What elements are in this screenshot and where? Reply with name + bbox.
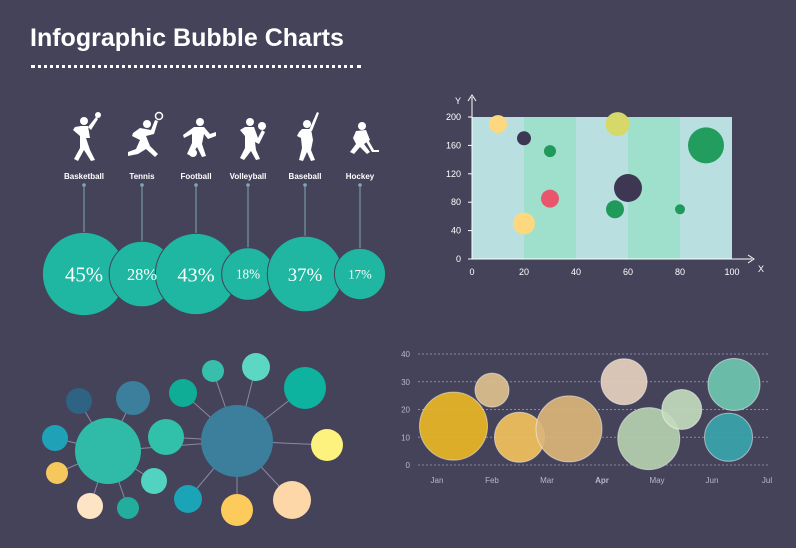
plot-band (472, 117, 524, 259)
network-bubble (42, 425, 68, 451)
sport-label-football: Football (180, 172, 211, 181)
value-label-baseball: 37% (288, 265, 323, 286)
x-axis-title: X (758, 264, 764, 274)
sport-label-tennis: Tennis (129, 172, 155, 181)
baseball-icon (297, 112, 319, 161)
tennis-icon (127, 111, 164, 158)
network-bubble (116, 381, 150, 415)
month-label-apr: Apr (595, 476, 609, 485)
connector-dot (140, 183, 144, 187)
y-tick-label: 30 (401, 378, 410, 387)
x-tick-label: 40 (571, 267, 581, 277)
network-bubble (311, 429, 343, 461)
network-bubble (77, 493, 103, 519)
network-bubble (117, 497, 139, 519)
y-tick-label: 0 (406, 461, 411, 470)
monthly-bubble (704, 412, 753, 462)
connector-dot (194, 183, 198, 187)
y-axis-title: Y (455, 96, 461, 106)
football-icon (183, 118, 216, 157)
monthly-bubble (600, 358, 648, 406)
connector-dot (246, 183, 250, 187)
monthly-bubble (661, 389, 703, 430)
scatter-bubble (614, 174, 642, 202)
month-label-feb: Feb (485, 476, 499, 485)
scatter-bubble (517, 131, 531, 146)
network-bubble (202, 360, 224, 382)
x-axis-arrow (747, 254, 755, 264)
y-tick-label: 40 (451, 226, 461, 236)
monthly-bubble (535, 395, 603, 463)
y-tick-label: 160 (446, 140, 461, 150)
monthly-bubble-chart: 0 10 20 30 40 Jan Feb Mar Apr May Jun Jul (401, 350, 772, 485)
title-divider (31, 65, 361, 68)
network-bubble (284, 367, 326, 409)
y-tick-label: 80 (451, 197, 461, 207)
connector-dot (303, 183, 307, 187)
scatter-bubble (675, 204, 685, 215)
network-bubble (273, 481, 311, 519)
scatter-bubble-chart: 0 20 40 60 80 100 0 40 80 120 160 200 X Y (446, 94, 764, 277)
y-tick-label: 200 (446, 112, 461, 122)
x-tick-label: 80 (675, 267, 685, 277)
scatter-bubble (605, 112, 630, 137)
network-bubble (66, 388, 92, 414)
x-tick-label: 100 (724, 267, 739, 277)
scatter-bubble (541, 189, 559, 208)
network-bubble (141, 468, 167, 494)
sports-bubble-chart: Basketball Tennis Football Volleyball Baseba… (41, 111, 387, 317)
network-bubble (174, 485, 202, 513)
network-bubble (221, 494, 253, 526)
month-label-may: May (649, 476, 664, 485)
network-bubble (242, 353, 270, 381)
monthly-bubble (707, 358, 761, 412)
network-bubble (169, 379, 197, 407)
network-bubble-chart (42, 353, 343, 526)
monthly-bubble (617, 407, 681, 471)
scatter-bubble (606, 200, 624, 219)
x-tick-label: 20 (519, 267, 529, 277)
y-tick-label: 0 (456, 254, 461, 264)
network-bubble (148, 419, 184, 455)
plot-band (524, 117, 576, 259)
x-tick-label: 0 (469, 267, 474, 277)
value-label-volleyball: 18% (236, 267, 260, 282)
scatter-bubble (544, 145, 556, 158)
y-axis-arrow (467, 94, 477, 102)
scatter-bubble (688, 127, 724, 164)
hub-bubble (201, 405, 273, 477)
sport-label-basketball: Basketball (64, 172, 104, 181)
month-label-jun: Jun (706, 476, 719, 485)
y-tick-label: 40 (401, 350, 410, 359)
x-tick-label: 60 (623, 267, 633, 277)
sport-label-baseball: Baseball (289, 172, 322, 181)
sport-label-volleyball: Volleyball (230, 172, 267, 181)
value-label-football: 43% (177, 264, 214, 286)
volleyball-icon (240, 118, 266, 160)
y-tick-label: 10 (401, 433, 410, 442)
basketball-icon (73, 112, 101, 161)
monthly-bubble (474, 372, 510, 408)
value-label-tennis: 28% (127, 265, 157, 284)
month-label-jan: Jan (431, 476, 444, 485)
month-label-jul: Jul (762, 476, 772, 485)
network-bubble (46, 462, 68, 484)
month-label-mar: Mar (540, 476, 554, 485)
hockey-icon (350, 122, 379, 154)
connector-dot (82, 183, 86, 187)
scatter-bubble (513, 212, 535, 235)
sport-label-hockey: Hockey (346, 172, 375, 181)
y-tick-label: 20 (401, 406, 410, 415)
bubble-hockey (333, 247, 387, 301)
monthly-bubble (419, 391, 488, 461)
value-label-basketball: 45% (65, 263, 103, 286)
value-label-hockey: 17% (348, 268, 372, 282)
page-title: Infographic Bubble Charts (30, 24, 344, 52)
y-tick-label: 120 (446, 169, 461, 179)
scatter-bubble (489, 115, 507, 134)
hub-bubble (75, 418, 141, 484)
connector-dot (358, 183, 362, 187)
